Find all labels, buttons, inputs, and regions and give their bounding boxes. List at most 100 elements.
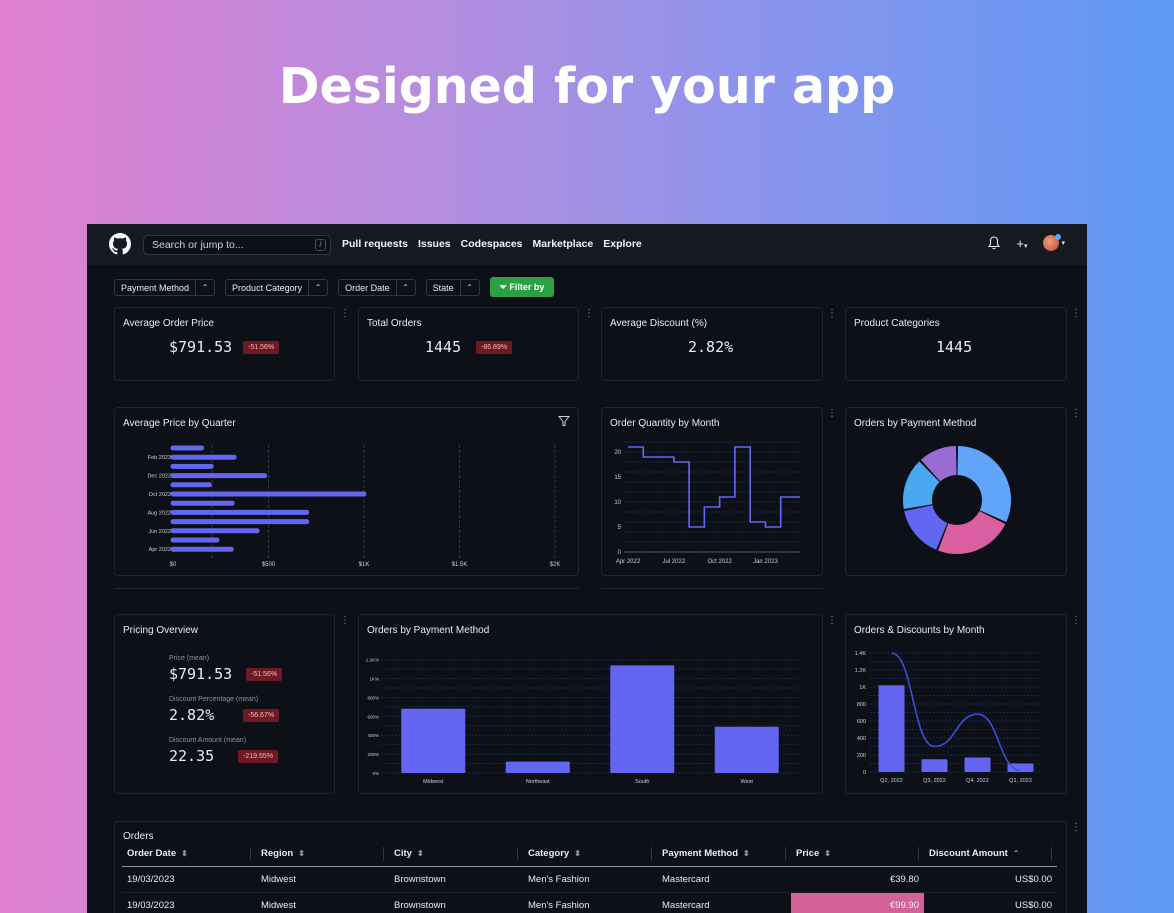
nav-link-codespaces[interactable]: Codespaces (460, 238, 523, 250)
y-tick-label: 1K% (369, 677, 379, 682)
filter-product-category[interactable]: Product Category ⌃ (225, 278, 329, 296)
filter-bar: Payment Method ⌃ Product Category ⌃ Order … (114, 277, 555, 297)
divider (114, 588, 579, 589)
column-header-payment-method[interactable]: Payment Method ⬍ (657, 843, 791, 867)
y-tick-label: 0% (372, 771, 379, 776)
filter-label: Product Category (226, 279, 310, 295)
nav-link-marketplace[interactable]: Marketplace (532, 238, 594, 250)
table-row[interactable]: 19/03/2023 Midwest Brownstown Men's Fash… (122, 892, 1057, 913)
divider (601, 588, 823, 589)
x-tick-label: $500 (262, 562, 276, 568)
x-tick-label: Jan 2023 (753, 559, 778, 565)
chart-title: Orders by Payment Method (367, 625, 490, 636)
chart-title: Orders & Discounts by Month (854, 625, 985, 636)
cell-region: Midwest (256, 866, 389, 893)
card-menu-icon[interactable]: ⋮ (340, 308, 350, 319)
filter-by-button[interactable]: ⏷ Filter by (489, 277, 555, 297)
column-label: Order Date (127, 848, 177, 859)
app-window: Search or jump to... / Pull requests Iss… (87, 224, 1087, 913)
column-header-region[interactable]: Region ⬍ (256, 843, 389, 867)
column-header-category[interactable]: Category ⬍ (523, 843, 657, 867)
column-separator (651, 847, 652, 861)
metric-delta-badge: -219.55% (238, 750, 278, 763)
chevron-down-icon: ▾ (1023, 242, 1028, 250)
x-tick-label: Apr 2022 (616, 559, 641, 565)
donut-slice (957, 446, 1011, 523)
filter-order-date[interactable]: Order Date ⌃ (338, 278, 416, 296)
metric-label: Discount Amount (mean) (169, 737, 247, 744)
bell-icon[interactable] (988, 236, 1001, 250)
user-menu[interactable]: ▾ (1043, 234, 1065, 251)
column-header-price[interactable]: Price ⬍ (791, 843, 924, 867)
x-tick-label: Jul 2022 (662, 559, 685, 565)
chart-card-orders-by-payment-bar: Orders by Payment Method 0% 200% 400% 600% 8… (358, 614, 823, 794)
card-menu-icon[interactable]: ⋮ (340, 615, 350, 626)
column-header-order-date[interactable]: Order Date ⬍ (122, 843, 256, 867)
bar (610, 665, 675, 773)
column-label: Payment Method (662, 848, 739, 859)
github-logo-icon[interactable] (109, 233, 131, 255)
filter-payment-method[interactable]: Payment Method ⌃ (114, 278, 216, 296)
kpi-card-total-orders: Total Orders 1445 -86.89% (358, 307, 579, 381)
y-tick-label: 800 (857, 702, 866, 708)
column-header-discount-amount[interactable]: Discount Amount ⌃ (924, 843, 1057, 867)
filter-by-label: Filter by (509, 282, 545, 292)
kpi-value: 2.82% (688, 338, 734, 356)
bar (1007, 763, 1034, 772)
x-tick-label: Q3, 2022 (923, 778, 946, 784)
x-tick-label: Midwest (423, 779, 444, 785)
column-label: Price (796, 848, 820, 859)
cell-discount-amount: US$0.00 (924, 866, 1057, 893)
y-tick-label: 800% (367, 695, 379, 700)
metric-label: Price (mean) (169, 655, 210, 662)
nav-actions: +▾ ▾ (988, 234, 1065, 251)
column-separator (1051, 847, 1052, 861)
table-row[interactable]: 19/03/2023 Midwest Brownstown Men's Fash… (122, 866, 1057, 893)
card-menu-icon[interactable]: ⋮ (827, 308, 837, 319)
cell-city: Brownstown (389, 866, 523, 893)
nav-link-issues[interactable]: Issues (417, 238, 451, 250)
x-tick-label: Oct 2022 (707, 559, 732, 565)
y-tick-label: 600% (367, 714, 379, 719)
create-new-button[interactable]: +▾ (1016, 236, 1027, 251)
chart-title: Average Price by Quarter (123, 418, 236, 429)
kpi-value: $791.53 (169, 338, 233, 356)
y-tick-label: 600 (857, 719, 866, 725)
column-header-city[interactable]: City ⬍ (389, 843, 523, 867)
sort-icon: ⬍ (743, 849, 750, 858)
card-menu-icon[interactable]: ⋮ (827, 408, 837, 419)
metric-value: $791.53 (169, 665, 233, 683)
search-input[interactable]: Search or jump to... / (143, 235, 331, 255)
metric-value: 2.82% (169, 706, 215, 724)
sort-icon: ⬍ (824, 849, 831, 858)
x-tick-label: Q1, 2023 (1009, 778, 1032, 784)
chart-title: Order Quantity by Month (610, 418, 720, 429)
kpi-card-product-categories: Product Categories 1445 (845, 307, 1067, 381)
card-menu-icon[interactable]: ⋮ (1071, 822, 1081, 833)
y-tick-label: 400 (857, 736, 866, 742)
metric-delta-badge: -56.67% (243, 709, 280, 722)
chevron-up-icon: ⌃ (314, 282, 322, 292)
orders-table: Order Date ⬍ Region ⬍ City ⬍ Category ⬍ Paym… (122, 843, 1057, 913)
funnel-icon[interactable] (558, 415, 570, 427)
card-menu-icon[interactable]: ⋮ (1071, 308, 1081, 319)
filter-label: Payment Method (115, 279, 197, 295)
nav-link-explore[interactable]: Explore (603, 238, 642, 250)
pricing-overview-card: Pricing Overview Price (mean) $791.53 -5… (114, 614, 335, 794)
kpi-value: 1445 (936, 338, 973, 356)
card-menu-icon[interactable]: ⋮ (1071, 408, 1081, 419)
y-tick-label: 20 (614, 450, 621, 456)
sort-icon: ⌃ (1012, 849, 1020, 858)
cell-category: Men's Fashion (523, 866, 657, 893)
column-separator (383, 847, 384, 861)
y-tick-label: Apr 2022 (149, 547, 171, 553)
card-menu-icon[interactable]: ⋮ (1071, 615, 1081, 626)
filter-state[interactable]: State ⌃ (425, 278, 480, 296)
card-menu-icon[interactable]: ⋮ (584, 308, 594, 319)
nav-link-pull-requests[interactable]: Pull requests (342, 238, 408, 250)
y-tick-label: Dec 2022 (147, 474, 171, 480)
plus-icon: + (1016, 235, 1024, 251)
x-tick-label: $1K (359, 562, 370, 568)
card-menu-icon[interactable]: ⋮ (827, 615, 837, 626)
column-label: City (394, 848, 412, 859)
